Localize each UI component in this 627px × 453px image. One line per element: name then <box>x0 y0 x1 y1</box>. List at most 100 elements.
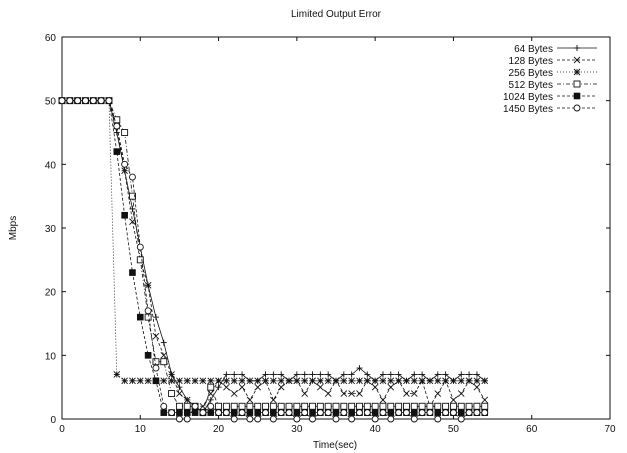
data-point <box>348 377 355 385</box>
data-point <box>340 371 347 378</box>
data-point <box>121 160 129 168</box>
data-point <box>230 415 238 423</box>
data-point <box>160 377 168 385</box>
legend-marker <box>573 104 581 112</box>
data-point <box>410 415 418 423</box>
data-point <box>183 415 191 423</box>
series-1024-bytes <box>58 97 489 416</box>
data-point <box>379 371 386 378</box>
data-point <box>277 377 285 385</box>
data-point <box>348 415 356 423</box>
data-point <box>324 409 332 417</box>
data-point <box>434 402 442 410</box>
data-point <box>238 409 246 417</box>
x-tick-label: 30 <box>291 424 303 435</box>
data-point <box>481 402 489 410</box>
data-point <box>348 371 355 378</box>
data-point <box>457 390 465 397</box>
data-point <box>442 409 450 417</box>
x-tick-label: 20 <box>213 424 225 435</box>
data-point <box>340 402 348 410</box>
data-point <box>269 415 277 423</box>
legend-label: 1450 Bytes <box>503 104 553 115</box>
data-point <box>254 402 262 410</box>
data-point <box>387 371 394 378</box>
data-point <box>176 377 183 385</box>
data-point <box>168 409 176 417</box>
data-point <box>418 402 426 410</box>
data-point <box>246 402 254 410</box>
data-point <box>325 371 332 378</box>
data-point <box>277 409 285 417</box>
data-point <box>457 409 465 416</box>
data-point <box>277 383 285 391</box>
data-point <box>387 415 395 423</box>
legend-label: 256 Bytes <box>509 68 553 79</box>
data-point <box>246 396 254 404</box>
data-point <box>473 409 481 417</box>
data-point <box>309 409 316 416</box>
data-point <box>434 415 442 423</box>
data-point <box>254 409 262 416</box>
data-point <box>230 402 238 410</box>
data-point <box>317 383 324 391</box>
data-point <box>230 390 238 397</box>
data-point <box>262 409 269 417</box>
data-point <box>160 409 168 416</box>
data-point <box>160 339 167 346</box>
data-point <box>246 377 254 385</box>
data-point <box>168 377 175 385</box>
data-point <box>387 377 395 385</box>
data-point <box>442 377 449 385</box>
series-1450-bytes <box>58 97 489 423</box>
data-point <box>254 383 262 391</box>
data-point <box>183 377 191 385</box>
data-point <box>199 409 207 417</box>
series-64-bytes <box>59 97 488 416</box>
data-point <box>324 402 332 410</box>
data-point <box>309 371 316 378</box>
series-128-bytes <box>58 97 489 410</box>
data-point <box>239 371 246 378</box>
data-point <box>434 390 442 397</box>
x-axis-label: Time(sec) <box>313 440 357 451</box>
data-point <box>136 377 144 385</box>
legend-marker <box>573 92 581 100</box>
data-point <box>457 402 465 410</box>
data-point <box>356 409 363 417</box>
data-point <box>395 402 403 410</box>
series-line <box>62 100 485 382</box>
data-point <box>254 415 262 423</box>
data-point <box>356 390 363 397</box>
data-point <box>183 402 191 410</box>
data-point <box>410 377 418 385</box>
data-point <box>371 377 379 385</box>
data-point <box>434 371 441 378</box>
data-point <box>379 402 387 410</box>
data-point <box>340 409 348 417</box>
data-point <box>293 377 301 385</box>
data-point <box>105 97 113 105</box>
data-point <box>371 383 379 391</box>
data-point <box>419 371 426 378</box>
data-point <box>481 396 489 404</box>
data-point <box>403 409 410 417</box>
legend-label: 512 Bytes <box>509 80 553 91</box>
data-point <box>231 371 238 378</box>
data-point <box>332 409 340 416</box>
data-point <box>449 409 457 417</box>
data-point <box>403 377 410 385</box>
data-point <box>144 313 152 321</box>
data-point <box>473 383 481 391</box>
data-point <box>411 371 418 378</box>
data-point <box>332 415 340 423</box>
data-point <box>450 396 457 404</box>
data-point <box>410 409 418 416</box>
data-point <box>160 358 168 366</box>
data-point <box>458 371 465 378</box>
data-point <box>152 364 160 372</box>
data-point <box>238 377 246 385</box>
x-tick-label: 70 <box>604 424 616 435</box>
data-point <box>356 377 363 385</box>
